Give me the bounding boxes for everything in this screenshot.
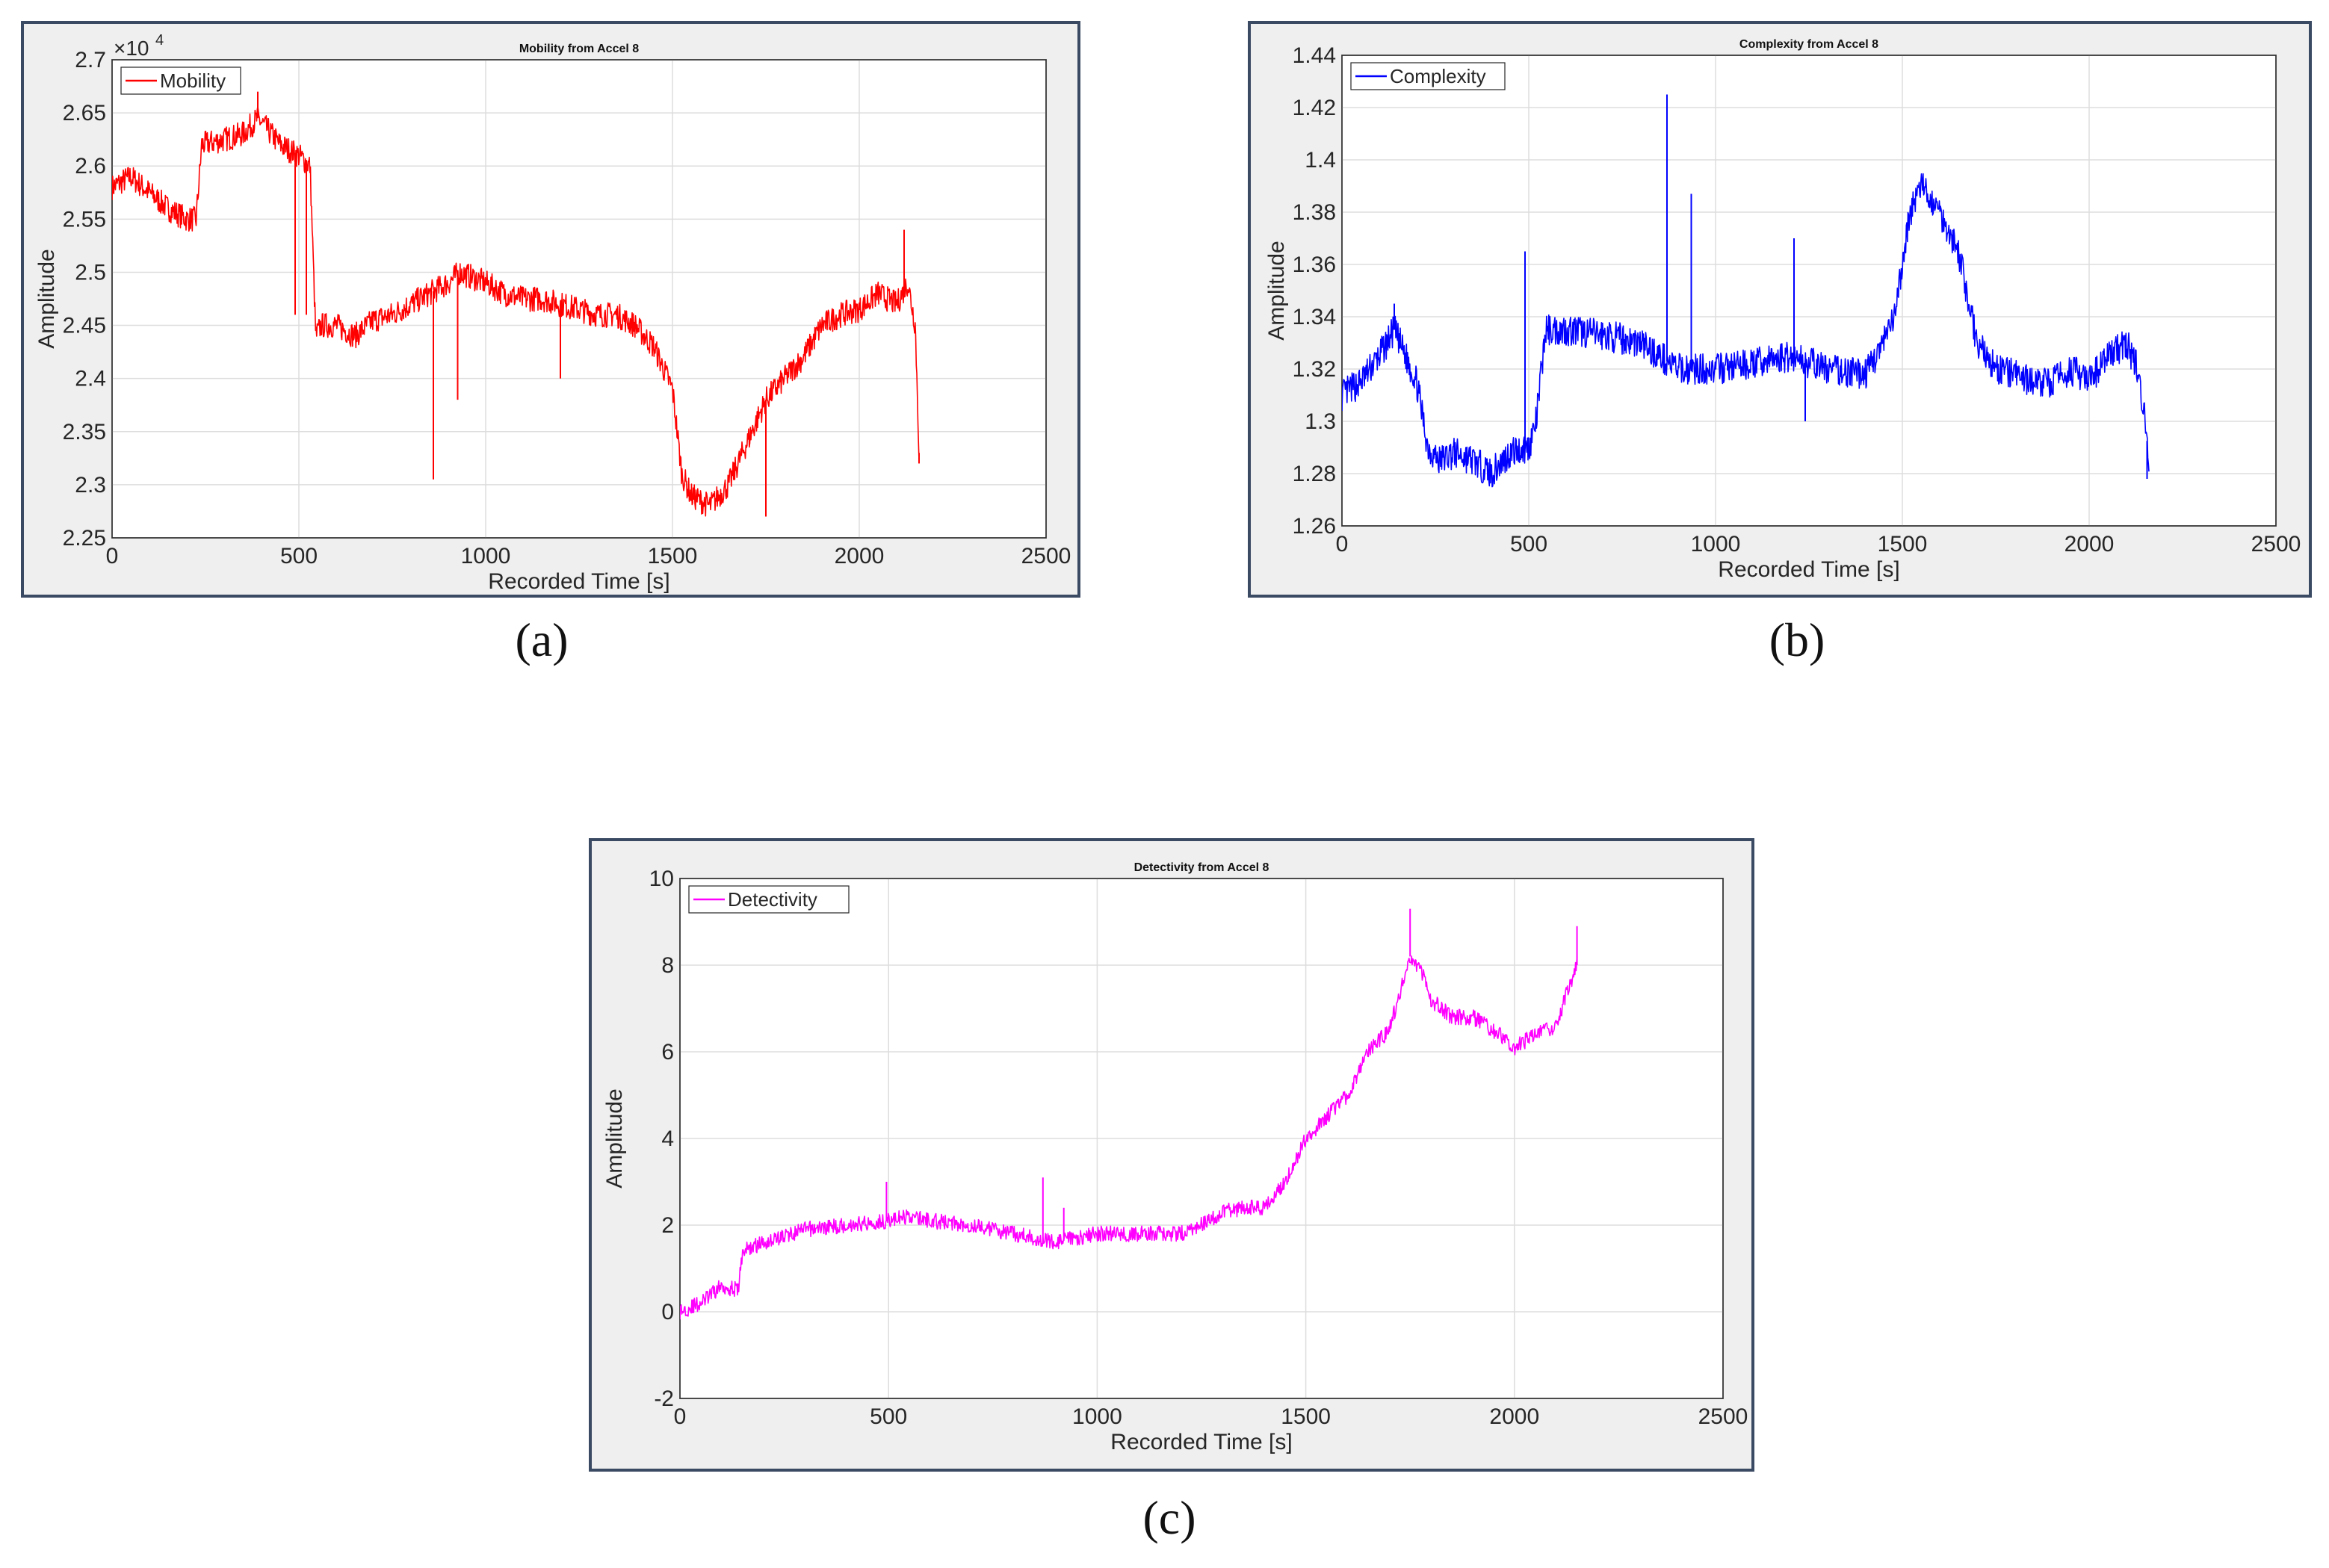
y-tick-label: 4	[661, 1127, 674, 1151]
x-tick-label: 2500	[2251, 532, 2301, 557]
caption-b-text: (b)	[1769, 613, 1825, 666]
x-tick-label: 2500	[1021, 544, 1071, 568]
y-axis-label: Amplitude	[1264, 241, 1289, 340]
y-tick-label: 1.32	[1293, 357, 1336, 382]
x-tick-label: 1500	[1281, 1404, 1331, 1429]
y-tick-label: 8	[661, 953, 674, 978]
plot-border	[1341, 55, 2277, 527]
y-tick-label: 2.45	[63, 314, 106, 338]
chart-panel-complexity: 0 500 1000 1500 2000 2500 1.26 1.28 1.3 1.32 1.34 1…	[1248, 21, 2312, 598]
x-tick-label: 1500	[1878, 532, 1928, 557]
y-tick-label: 2.3	[75, 473, 106, 498]
series-mobility	[112, 91, 920, 517]
chart-title: Mobility from Accel 8	[519, 43, 639, 55]
x-tick-label: 2000	[2064, 532, 2115, 557]
y-axis-multiplier-exponent: 4	[155, 32, 164, 49]
legend-label: Mobility	[160, 69, 226, 92]
plot-border	[679, 878, 1724, 1399]
plot-area	[1341, 55, 2277, 527]
y-tick-label: 2	[661, 1213, 674, 1238]
y-tick-label: 10	[649, 867, 674, 891]
y-tick-label: 1.4	[1305, 148, 1336, 173]
x-tick-label: 500	[1510, 532, 1547, 557]
series-line	[1342, 173, 2150, 488]
x-tick-label: 0	[674, 1404, 687, 1429]
x-tick-label: 500	[870, 1404, 907, 1429]
series-complexity	[1342, 94, 2150, 488]
x-axis-label: Recorded Time [s]	[1718, 557, 1899, 582]
plot-border	[111, 59, 1047, 539]
y-tick-label: 1.36	[1293, 252, 1336, 277]
x-axis-label: Recorded Time [s]	[1110, 1430, 1292, 1454]
series-detectivity	[680, 908, 1578, 1320]
chart-title: Detectivity from Accel 8	[1134, 861, 1269, 874]
y-tick-label: 2.7	[75, 48, 106, 72]
caption-a: (a)	[430, 613, 654, 668]
y-tick-label: 2.5	[75, 260, 106, 285]
x-tick-label: 2000	[1489, 1404, 1539, 1429]
mobility-chart: 0 500 1000 1500 2000 2500 2.25 2.3 2.35 2.4 2.45 2.…	[34, 32, 1071, 594]
y-tick-label: 6	[661, 1040, 674, 1065]
series-line	[680, 955, 1578, 1320]
legend-label: Detectivity	[728, 888, 817, 911]
y-tick-label: 1.42	[1293, 96, 1336, 120]
y-tick-label: 2.65	[63, 101, 106, 125]
x-tick-label: 1000	[1691, 532, 1741, 557]
y-tick-label: 1.26	[1293, 514, 1336, 539]
y-tick-label: 2.25	[63, 526, 106, 551]
y-tick-label: -2	[654, 1386, 674, 1411]
y-axis-label: Amplitude	[602, 1088, 627, 1188]
y-tick-label: 2.35	[63, 420, 106, 444]
legend-label: Complexity	[1390, 65, 1486, 87]
caption-a-text: (a)	[515, 613, 569, 666]
y-tick-label: 1.34	[1293, 305, 1336, 329]
y-tick-label: 1.38	[1293, 200, 1336, 225]
y-tick-label: 2.55	[63, 207, 106, 232]
y-tick-label: 2.4	[75, 367, 106, 391]
caption-c-text: (c)	[1142, 1491, 1196, 1544]
series-line	[112, 105, 920, 517]
x-tick-label: 2000	[835, 544, 885, 568]
y-axis-label: Amplitude	[34, 249, 59, 348]
x-tick-label: 0	[1336, 532, 1349, 557]
y-tick-label: 1.28	[1293, 462, 1336, 486]
x-tick-label: 1500	[648, 544, 698, 568]
complexity-chart: 0 500 1000 1500 2000 2500 1.26 1.28 1.3 1.32 1.34 1…	[1264, 38, 2301, 582]
x-tick-label: 1000	[461, 544, 511, 568]
y-tick-label: 1.3	[1305, 409, 1336, 434]
y-tick-label: 1.44	[1293, 43, 1336, 68]
y-tick-label: 2.6	[75, 154, 106, 179]
caption-c: (c)	[1057, 1490, 1281, 1546]
chart-title: Complexity from Accel 8	[1739, 38, 1878, 51]
chart-panel-mobility: 0 500 1000 1500 2000 2500 2.25 2.3 2.35 2.4 2.45 2.…	[21, 21, 1080, 598]
x-tick-label: 500	[280, 544, 318, 568]
y-axis-multiplier: ×10	[114, 37, 149, 60]
x-axis-label: Recorded Time [s]	[488, 569, 669, 594]
y-tick-label: 0	[661, 1300, 674, 1324]
x-tick-label: 0	[106, 544, 119, 568]
x-tick-label: 2500	[1698, 1404, 1748, 1429]
x-tick-label: 1000	[1072, 1404, 1122, 1429]
caption-b: (b)	[1685, 613, 1909, 668]
chart-panel-detectivity: 0 500 1000 1500 2000 2500 -2 0 2 4 6 8 10 Detectivity…	[589, 838, 1754, 1472]
